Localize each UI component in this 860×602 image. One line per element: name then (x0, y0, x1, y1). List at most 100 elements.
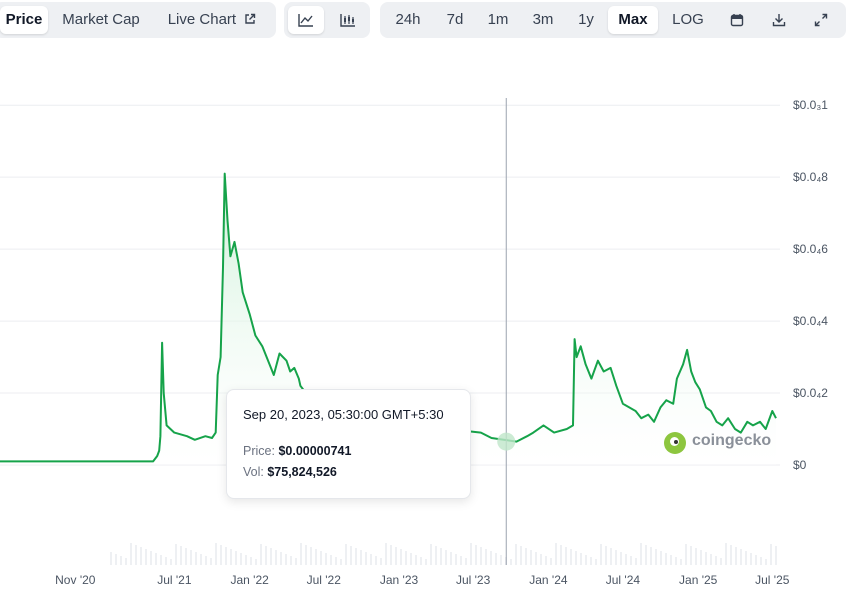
volume-bar (200, 554, 202, 565)
volume-bar (715, 556, 717, 565)
volume-bar (680, 559, 682, 565)
volume-bar (770, 544, 772, 565)
volume-bar (730, 545, 732, 565)
volume-bar (420, 557, 422, 565)
volume-bar (425, 559, 427, 565)
x-tick-label: Nov '20 (55, 573, 96, 587)
volume-bars (110, 543, 777, 565)
volume-bar (735, 547, 737, 565)
volume-bar (470, 543, 472, 565)
fullscreen-button[interactable] (806, 6, 836, 34)
tab-price[interactable]: Price (0, 6, 48, 34)
range-1y[interactable]: 1y (578, 11, 594, 28)
volume-bar (745, 551, 747, 565)
volume-bar (545, 556, 547, 565)
volume-bar (445, 550, 447, 565)
volume-bar (385, 543, 387, 565)
calendar-button[interactable] (722, 6, 752, 34)
volume-bar (395, 547, 397, 565)
volume-bar (610, 548, 612, 565)
volume-bar (490, 551, 492, 565)
volume-bar (415, 555, 417, 565)
volume-bar (290, 556, 292, 565)
range-7d[interactable]: 7d (446, 11, 464, 28)
volume-bar (650, 547, 652, 565)
volume-bar (720, 558, 722, 565)
volume-bar (570, 549, 572, 565)
tab-market-cap[interactable]: Market Cap (62, 11, 140, 28)
volume-bar (320, 551, 322, 565)
volume-bar (370, 554, 372, 565)
coingecko-watermark: coingecko (664, 430, 774, 456)
volume-bar (460, 556, 462, 565)
tooltip-date: Sep 20, 2023, 05:30:00 GMT+5:30 (243, 407, 444, 422)
volume-bar (175, 544, 177, 565)
volume-bar (580, 553, 582, 565)
volume-bar (600, 544, 602, 565)
volume-bar (255, 559, 257, 565)
range-max[interactable]: Max (608, 6, 658, 34)
volume-bar (265, 546, 267, 565)
fullscreen-icon (814, 13, 828, 27)
volume-bar (555, 543, 557, 565)
range-group: 24h 7d 1m 3m 1y Max LOG (380, 2, 846, 38)
volume-bar (170, 559, 172, 565)
volume-bar (160, 555, 162, 565)
volume-bar (485, 549, 487, 565)
volume-bar (295, 558, 297, 565)
volume-bar (575, 551, 577, 565)
volume-bar (300, 543, 302, 565)
volume-bar (465, 558, 467, 565)
y-tick-label: $0.0₄4 (793, 314, 828, 328)
y-tick-label: $0.0₄6 (793, 242, 828, 256)
volume-bar (510, 559, 512, 565)
volume-bar (530, 550, 532, 565)
volume-bar (455, 554, 457, 565)
y-tick-label: $0.0₄8 (793, 170, 828, 184)
volume-bar (665, 553, 667, 565)
range-1m[interactable]: 1m (487, 11, 509, 28)
volume-bar (125, 558, 127, 565)
volume-bar (635, 558, 637, 565)
volume-bar (280, 552, 282, 565)
tab-live-chart[interactable]: Live Chart (160, 6, 264, 34)
volume-bar (285, 554, 287, 565)
volume-bar (590, 557, 592, 565)
volume-bar (475, 545, 477, 565)
series-area (0, 173, 776, 465)
x-tick-label: Jul '25 (755, 573, 790, 587)
volume-bar (135, 545, 137, 565)
calendar-icon (730, 14, 744, 27)
volume-bar (230, 549, 232, 565)
external-link-icon (245, 13, 256, 24)
volume-bar (550, 558, 552, 565)
log-scale-toggle[interactable]: LOG (672, 11, 704, 28)
volume-bar (755, 555, 757, 565)
volume-bar (325, 553, 327, 565)
tooltip-vol-label: Vol: (243, 465, 264, 479)
x-tick-label: Jan '24 (529, 573, 568, 587)
volume-bar (210, 558, 212, 565)
volume-bar (410, 553, 412, 565)
volume-bar (625, 554, 627, 565)
volume-bar (245, 555, 247, 565)
x-tick-label: Jul '22 (307, 573, 342, 587)
volume-bar (390, 545, 392, 565)
series-line (0, 172, 777, 463)
volume-bar (700, 550, 702, 565)
volume-bar (225, 547, 227, 565)
volume-bar (630, 556, 632, 565)
range-24h[interactable]: 24h (395, 11, 421, 28)
price-chart[interactable]: $0 $0.0₄2 $0.0₄4 $0.0₄6 $0.0₄8 $0.0₃1 Nov '20… (0, 40, 860, 602)
line-chart-toggle[interactable] (288, 6, 324, 34)
chart-type-group (284, 2, 370, 38)
candlestick-chart-toggle[interactable] (330, 6, 366, 34)
volume-bar (185, 548, 187, 565)
volume-bar (130, 543, 132, 565)
range-3m[interactable]: 3m (532, 11, 554, 28)
volume-bar (670, 555, 672, 565)
download-button[interactable] (764, 6, 794, 34)
volume-bar (495, 553, 497, 565)
volume-bar (110, 552, 112, 565)
volume-bar (405, 551, 407, 565)
